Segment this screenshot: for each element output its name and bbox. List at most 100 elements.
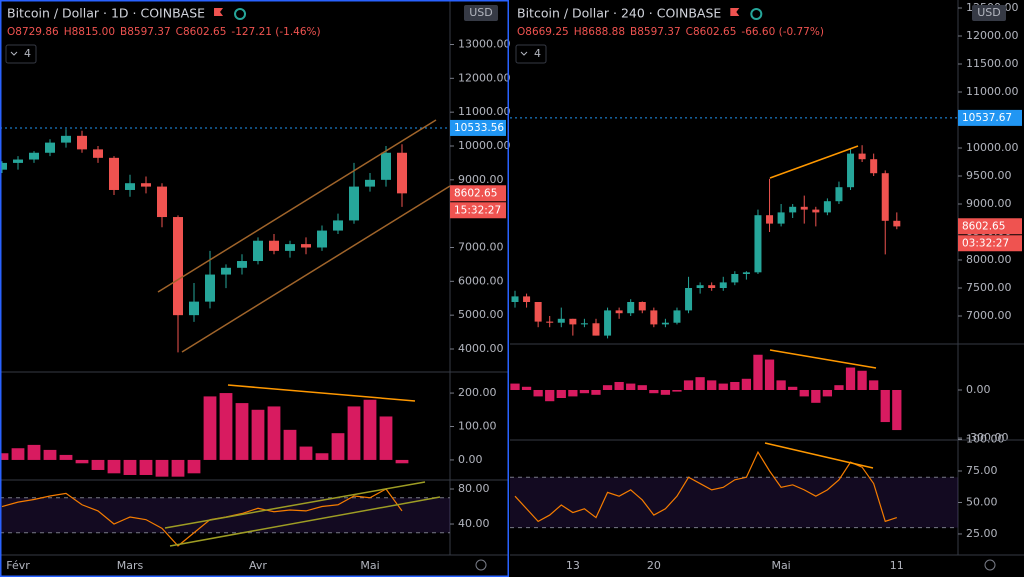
- candle-body: [397, 152, 407, 194]
- candle-body: [546, 321, 554, 323]
- trend-line: [169, 496, 441, 547]
- histogram-bar: [0, 453, 9, 460]
- y-tick-label: 7000.00: [458, 240, 504, 253]
- candle-body: [13, 159, 23, 163]
- trend-line: [769, 145, 859, 179]
- candle-body: [93, 149, 103, 158]
- histogram-bar: [139, 459, 153, 475]
- currency: USD: [469, 6, 493, 19]
- x-tick-label: 13: [566, 559, 580, 572]
- histogram-bar: [533, 389, 543, 397]
- histogram-bar: [649, 389, 659, 394]
- histogram-bar: [123, 459, 137, 475]
- histogram-bar: [299, 446, 313, 460]
- histogram-bar: [845, 367, 856, 390]
- x-tick-label: Mai: [360, 559, 379, 572]
- flag-icon[interactable]: [214, 8, 224, 16]
- candle-body: [615, 310, 623, 314]
- countdown: 15:32:27: [454, 204, 501, 216]
- price-label-box: [450, 119, 506, 136]
- interval-badge: 4: [534, 47, 541, 60]
- y-tick-label: 8000.00: [966, 253, 1012, 266]
- price-label: 10533.56: [454, 122, 504, 134]
- candle-body: [754, 215, 762, 273]
- histogram-bar: [187, 459, 201, 474]
- histogram-bar: [591, 389, 601, 395]
- y-tick-label: 9000.00: [458, 173, 504, 186]
- histogram-bar: [660, 389, 671, 395]
- histogram-bar: [379, 416, 393, 460]
- candle-body: [534, 302, 542, 322]
- y-tick-label: 9500.00: [966, 169, 1012, 182]
- interval-badge-box[interactable]: [5, 44, 37, 64]
- y-tick-label: -300.00: [966, 431, 1008, 444]
- histogram-bar: [822, 389, 833, 397]
- candle-body: [719, 282, 727, 289]
- candle-body: [650, 310, 658, 325]
- price-label-box: [958, 109, 1022, 126]
- candle-body: [708, 285, 716, 289]
- y-tick-label: 9000.00: [966, 197, 1012, 210]
- candle-body: [557, 318, 565, 323]
- histogram-bar: [171, 459, 185, 477]
- y-tick-label: 6000.00: [458, 274, 504, 287]
- histogram-bar: [395, 459, 409, 464]
- histogram-bar: [203, 396, 217, 460]
- countdown: 03:32:27: [962, 237, 1009, 249]
- y-tick-label: 7000.00: [966, 309, 1012, 322]
- candle-body: [269, 240, 279, 251]
- interval-badge: 4: [24, 47, 31, 60]
- histogram-bar: [730, 381, 740, 390]
- histogram-bar: [251, 409, 265, 460]
- x-tick-label: Avr: [249, 559, 267, 572]
- y-tick-label: 100.00: [458, 420, 497, 433]
- candle-body: [0, 162, 7, 170]
- histogram-bar: [799, 389, 809, 397]
- candle-body: [77, 135, 87, 150]
- histogram-bar: [27, 444, 41, 460]
- histogram-bar: [59, 454, 73, 460]
- candle-body: [237, 261, 247, 268]
- candle-body: [847, 153, 855, 188]
- candle-body: [109, 157, 119, 190]
- candle-body: [777, 212, 785, 224]
- histogram-bar: [43, 449, 57, 460]
- ohlc-readout: C8602.65: [176, 26, 227, 38]
- chevron: [10, 51, 18, 56]
- candle-body: [45, 142, 55, 153]
- chart-title: Bitcoin / Dollar · 240 · COINBASE: [517, 6, 721, 21]
- currency: USD: [977, 6, 1001, 19]
- currency-box[interactable]: [972, 5, 1006, 21]
- ohlc-readout: H8815.00: [64, 26, 115, 38]
- histogram-bar: [568, 389, 578, 397]
- histogram-bar: [880, 389, 890, 423]
- y-tick-label: 200.00: [458, 386, 497, 399]
- price-label: 8602.65: [454, 187, 497, 199]
- currency-box[interactable]: [464, 5, 498, 21]
- y-tick-label: 12000.00: [458, 71, 511, 84]
- settings-icon[interactable]: [984, 559, 996, 571]
- ohlc-readout: B8597.37: [630, 26, 681, 38]
- y-tick-label: 10000.00: [966, 141, 1019, 154]
- settings-icon[interactable]: [475, 559, 487, 571]
- trend-line: [164, 481, 426, 529]
- x-tick-label: 20: [647, 559, 661, 572]
- y-tick-label: 0.00: [966, 383, 991, 396]
- candle-body: [285, 244, 295, 251]
- chevron: [520, 51, 528, 56]
- histogram-bar: [753, 354, 763, 390]
- histogram-bar: [672, 389, 682, 392]
- histogram-bar: [764, 359, 775, 390]
- interval-badge-box[interactable]: [515, 44, 547, 64]
- countdown-box: [958, 235, 1022, 252]
- flag-icon[interactable]: [730, 8, 740, 16]
- candle-body: [800, 206, 808, 210]
- histogram-bar: [315, 453, 329, 460]
- histogram-bar: [155, 459, 169, 477]
- histogram-bar: [788, 386, 798, 390]
- y-tick-label: 0.00: [458, 453, 483, 466]
- ohlc-readout: H8688.88: [574, 26, 625, 38]
- y-tick-label: 12000.00: [966, 29, 1019, 42]
- candle-body: [523, 296, 531, 303]
- price-label: 10537.67: [962, 112, 1012, 124]
